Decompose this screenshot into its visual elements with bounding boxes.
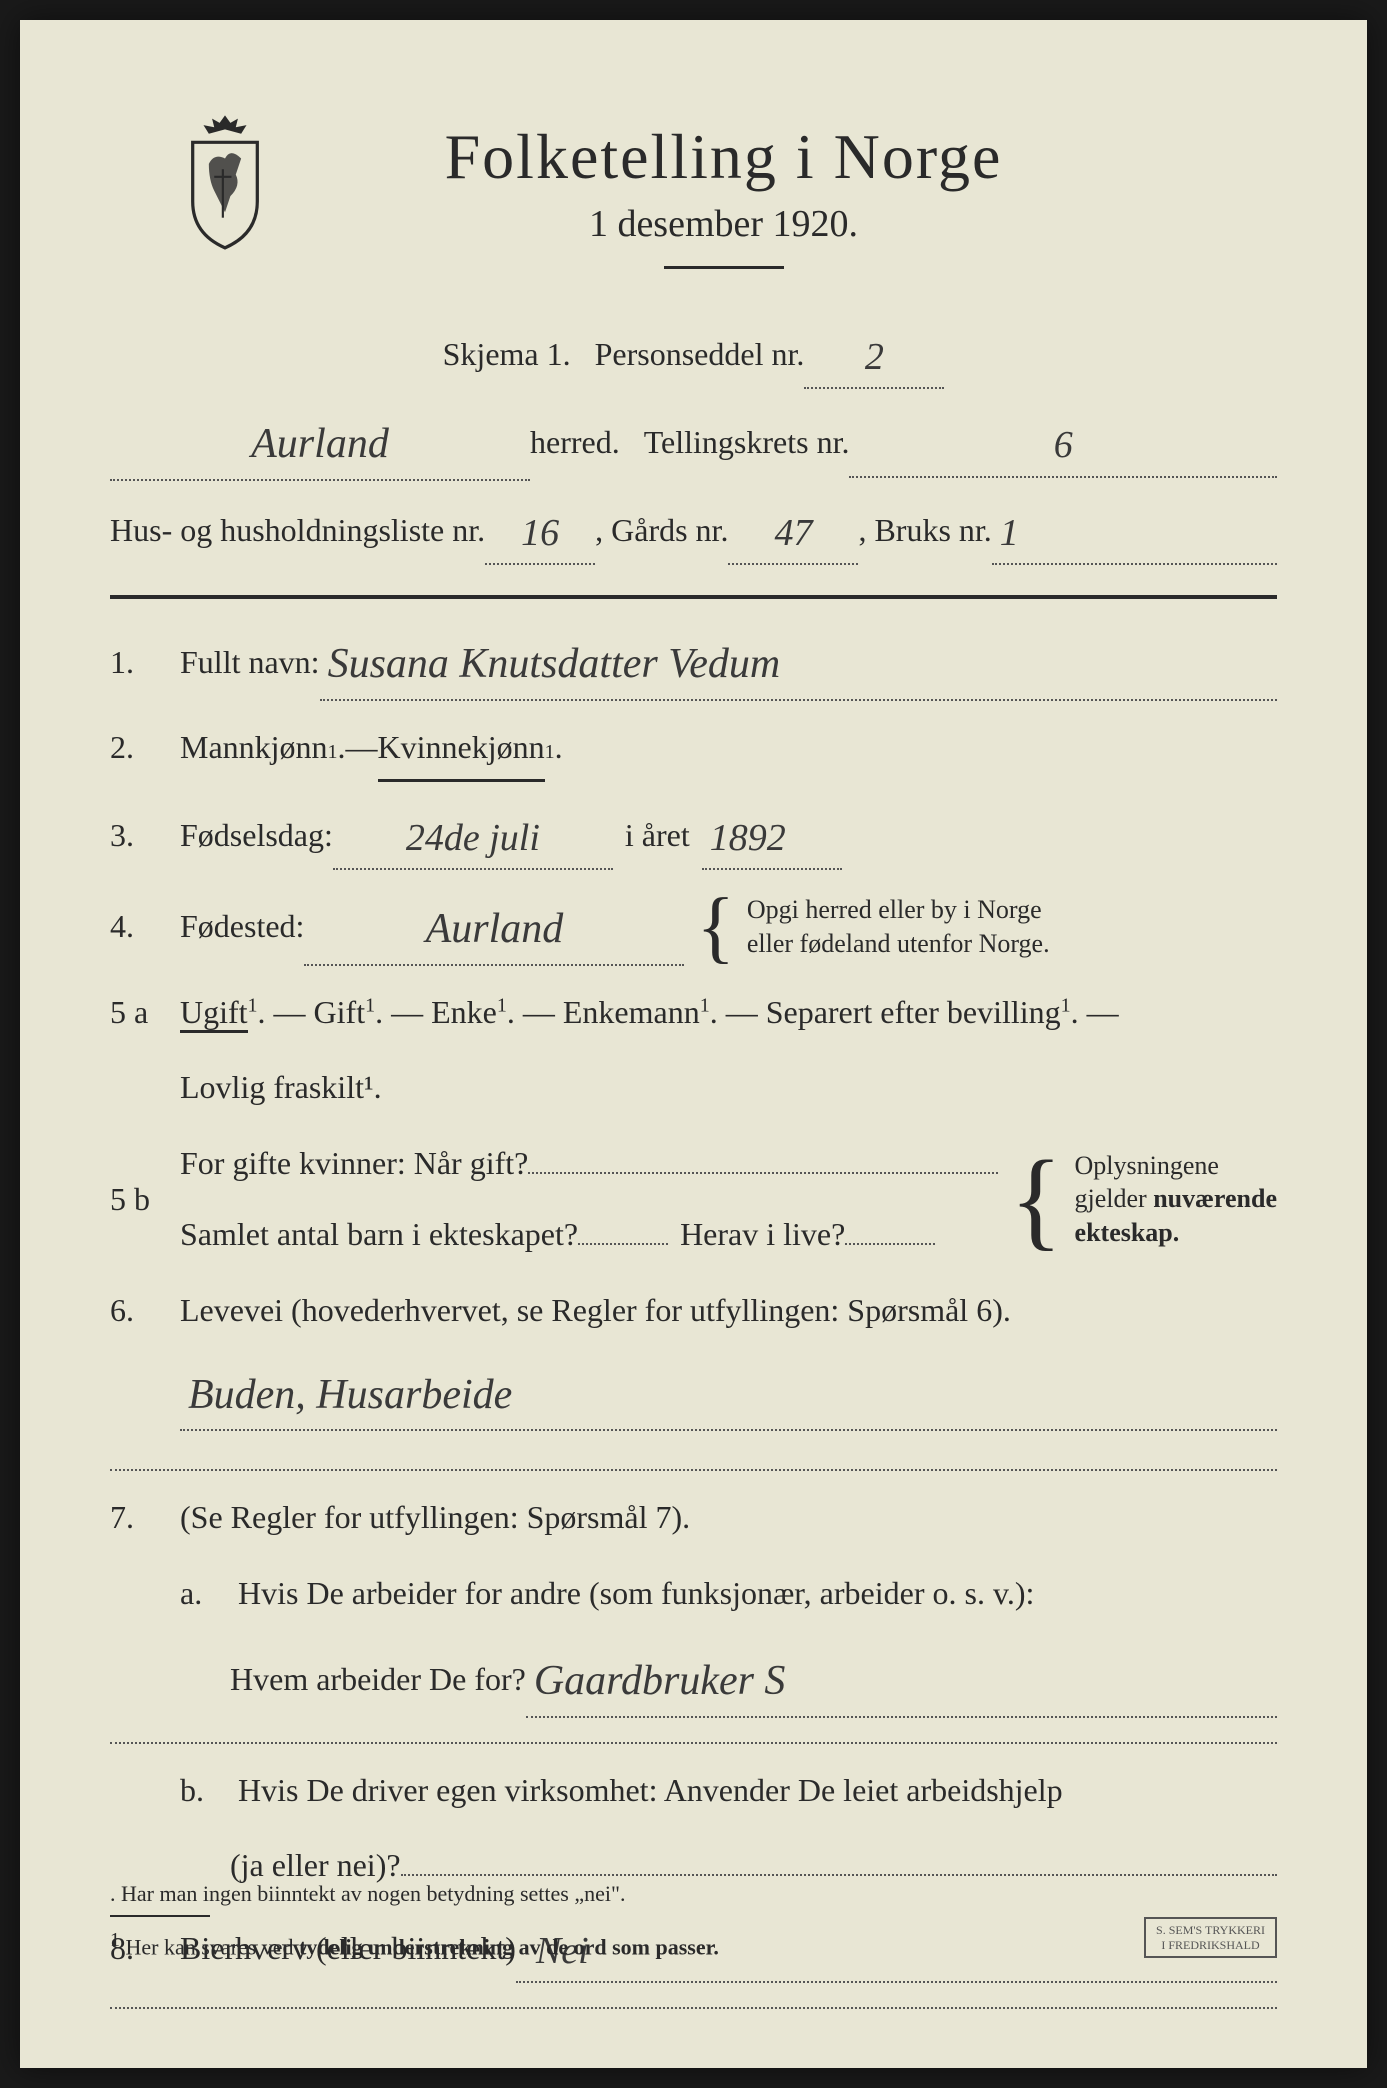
q5b-label-a: For gifte kvinner: Når gift?: [180, 1135, 528, 1193]
footnotes: . Har man ingen biinntekt av nogen betyd…: [110, 1881, 1277, 1968]
q6-label: Levevei (hovederhvervet, se Regler for u…: [180, 1282, 1277, 1340]
title-block: Folketelling i Norge 1 desember 1920.: [445, 120, 1003, 269]
q4-num: 4.: [110, 898, 180, 956]
q5a-line2: Lovlig fraskilt¹.: [180, 1059, 1277, 1117]
q7: 7. (Se Regler for utfyllingen: Spørsmål …: [110, 1489, 1277, 1547]
form-body: Skjema 1. Personseddel nr. 2 Aurland her…: [110, 319, 1277, 2009]
q5b-num: 5 b: [110, 1171, 180, 1229]
q5b-label-b: Samlet antal barn i ekteskapet?: [180, 1206, 578, 1264]
personseddel-label: Personseddel nr.: [595, 326, 805, 384]
footnote-dot: . Har man ingen biinntekt av nogen betyd…: [110, 1881, 1277, 1907]
tellingskrets-value: 6: [1054, 424, 1073, 466]
divider-top: [110, 595, 1277, 599]
q1-num: 1.: [110, 634, 180, 692]
q7-label: (Se Regler for utfyllingen: Spørsmål 7).: [180, 1489, 690, 1547]
q3-day: 24de juli: [406, 817, 540, 859]
dotted-divider: [110, 1742, 1277, 1744]
q3-label: Fødselsdag:: [180, 807, 333, 865]
main-title: Folketelling i Norge: [445, 120, 1003, 194]
q7a-text2: Hvem arbeider De for?: [230, 1651, 526, 1709]
husliste-label: Hus- og husholdningsliste nr.: [110, 502, 485, 560]
brace-icon: {: [696, 895, 734, 959]
husliste-line: Hus- og husholdningsliste nr. 16 , Gårds…: [110, 495, 1277, 565]
subtitle: 1 desember 1920.: [445, 202, 1003, 246]
header: Folketelling i Norge 1 desember 1920.: [110, 120, 1277, 269]
q6-value: Buden, Husarbeide: [188, 1372, 512, 1418]
q5b-label-c: Herav i live?: [680, 1206, 845, 1264]
gards-value: 47: [774, 512, 812, 554]
q5b: 5 b For gifte kvinner: Når gift? Samlet …: [110, 1135, 1277, 1264]
footnote-1: 1 Her kan svares ved tydelig understrekn…: [110, 1929, 1277, 1960]
q2-kvinne: Kvinnekjønn: [378, 719, 545, 782]
q7b: b. Hvis De driver egen virksomhet: Anven…: [180, 1762, 1277, 1820]
q4-note: Opgi herred eller by i Norge eller fødel…: [747, 893, 1050, 961]
q4-value: Aurland: [426, 906, 564, 952]
title-rule: [664, 266, 784, 269]
q4-label: Fødested:: [180, 898, 304, 956]
bruks-value: 1: [1000, 512, 1019, 554]
tellingskrets-label: Tellingskrets nr.: [644, 414, 850, 472]
q4: 4. Fødested: Aurland { Opgi herred eller…: [110, 888, 1277, 966]
gards-label: , Gårds nr.: [595, 502, 728, 560]
q3-num: 3.: [110, 807, 180, 865]
personseddel-value: 2: [865, 336, 884, 378]
q7b-letter: b.: [180, 1762, 230, 1820]
q2: 2. Mannkjønn1. — Kvinnekjønn1.: [110, 719, 1277, 782]
printer-stamp: S. SEM'S TRYKKERI I FREDRIKSHALD: [1144, 1917, 1277, 1958]
bruks-label: , Bruks nr.: [858, 502, 991, 560]
q7a-text1: Hvis De arbeider for andre (som funksjon…: [238, 1575, 1034, 1611]
q3: 3. Fødselsdag: 24de juli i året 1892: [110, 800, 1277, 870]
dotted-divider: [110, 2007, 1277, 2009]
herred-label: herred.: [530, 414, 620, 472]
census-form-page: Folketelling i Norge 1 desember 1920. Sk…: [20, 20, 1367, 2068]
q1-label: Fullt navn:: [180, 634, 320, 692]
q3-year: 1892: [710, 817, 786, 859]
q6-num: 6.: [110, 1282, 180, 1340]
q7a-letter: a.: [180, 1565, 230, 1623]
footnote-rule: [110, 1915, 210, 1917]
q2-mann: Mannkjønn: [180, 719, 328, 777]
q1-value: Susana Knutsdatter Vedum: [328, 641, 781, 687]
dotted-divider: [110, 1469, 1277, 1471]
husliste-value: 16: [521, 512, 559, 554]
herred-value: Aurland: [251, 421, 389, 467]
q5b-note: Oplysningene gjelder nuværende ekteskap.: [1075, 1149, 1277, 1250]
brace-icon: {: [1010, 1155, 1063, 1243]
q7a-value: Gaardbruker S: [534, 1658, 786, 1704]
skjema-label: Skjema 1.: [443, 326, 571, 384]
q5a: 5 a Ugift1. — Gift1. — Enke1. — Enkemann…: [110, 984, 1277, 1117]
q7a: a. Hvis De arbeider for andre (som funks…: [180, 1565, 1277, 1623]
q2-num: 2.: [110, 719, 180, 777]
q7-num: 7.: [110, 1489, 180, 1547]
skjema-line: Skjema 1. Personseddel nr. 2: [110, 319, 1277, 389]
norwegian-coat-of-arms-icon: [170, 110, 280, 250]
q6: 6. Levevei (hovederhvervet, se Regler fo…: [110, 1282, 1277, 1445]
q3-year-label: i året: [625, 807, 690, 865]
herred-line: Aurland herred. Tellingskrets nr. 6: [110, 403, 1277, 481]
q5a-num: 5 a: [110, 984, 180, 1042]
q1: 1. Fullt navn: Susana Knutsdatter Vedum: [110, 623, 1277, 701]
q7b-text1: Hvis De driver egen virksomhet: Anvender…: [238, 1772, 1063, 1808]
